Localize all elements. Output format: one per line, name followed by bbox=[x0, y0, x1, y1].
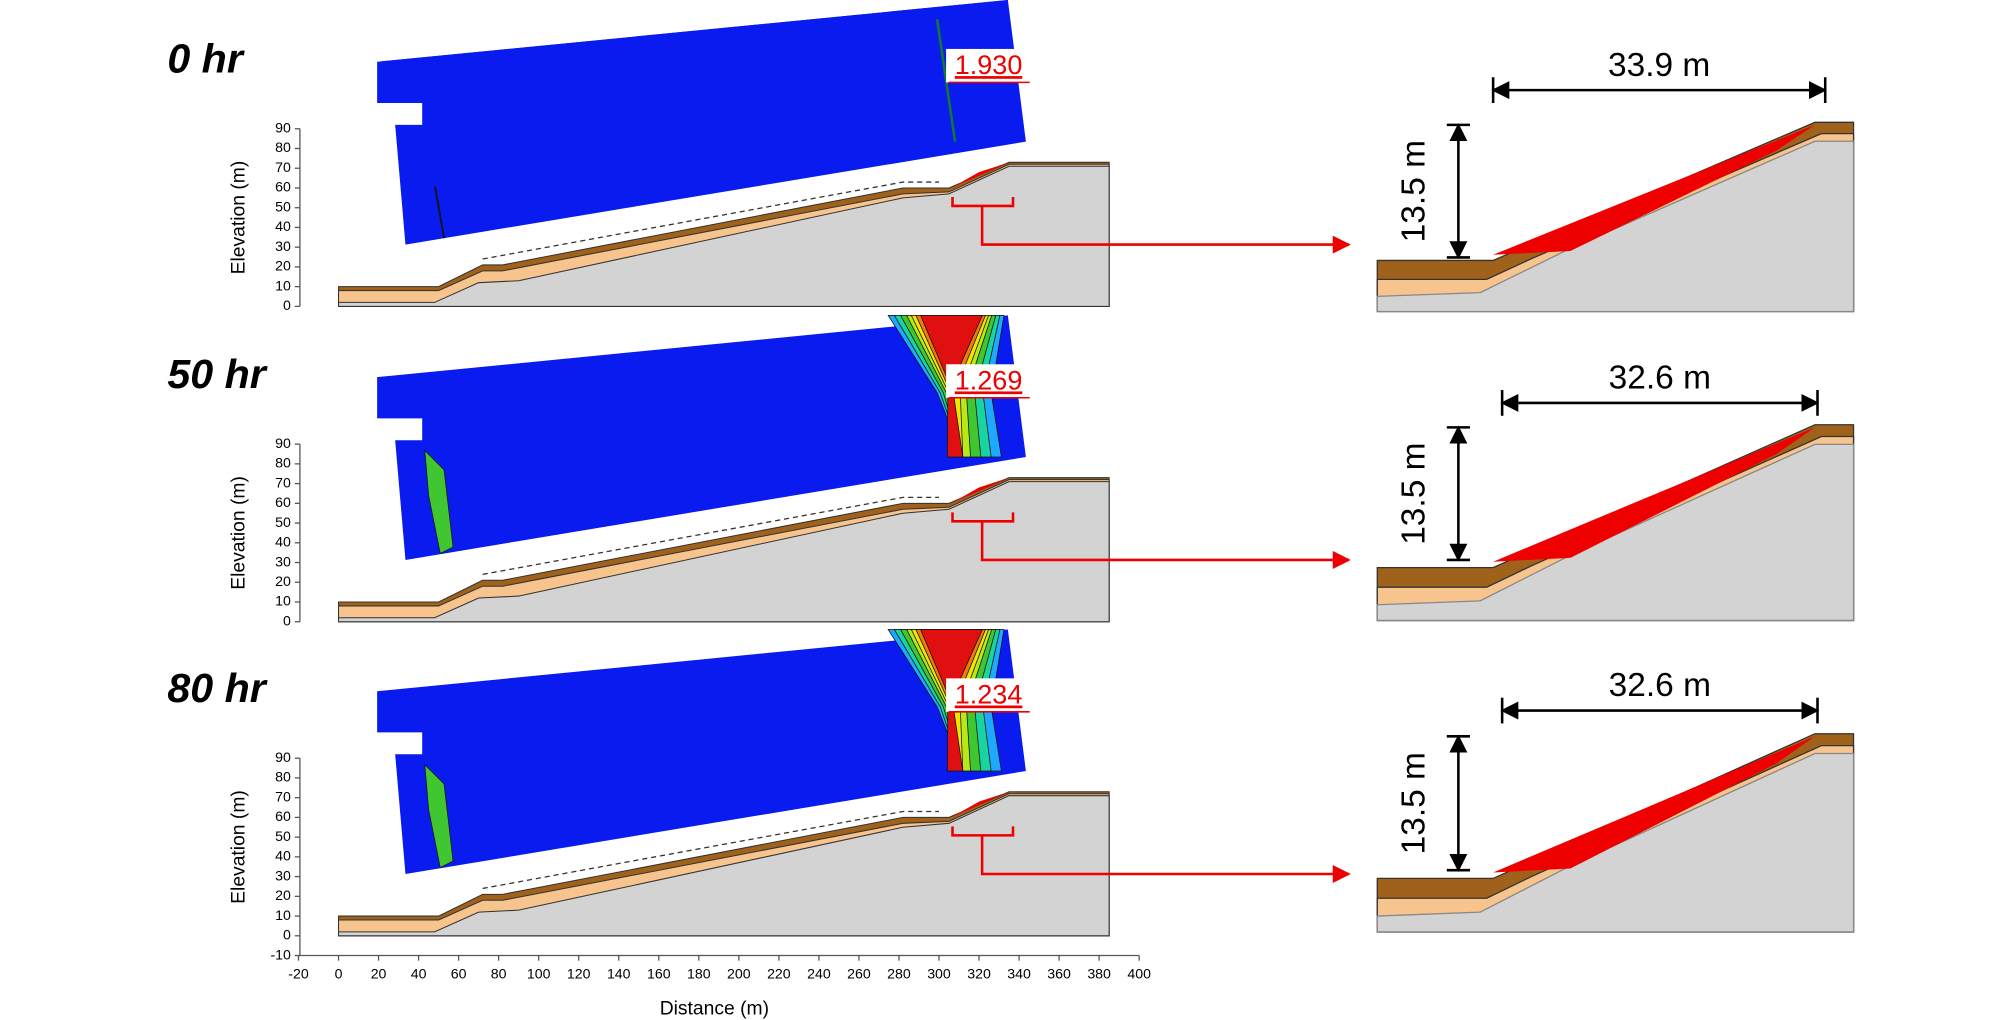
y-tick-label: 50 bbox=[275, 828, 291, 844]
y-tick-label: 20 bbox=[275, 887, 291, 903]
y-tick-label: 30 bbox=[275, 553, 291, 569]
y-tick-label: 10 bbox=[275, 593, 291, 609]
fos-box bbox=[946, 364, 1030, 398]
y-tick-label: 70 bbox=[275, 474, 291, 490]
y-tick-label: 30 bbox=[275, 867, 291, 883]
zoom-bedrock bbox=[1376, 752, 1855, 933]
y-tick-label: 40 bbox=[275, 218, 291, 234]
x-tick-label: 360 bbox=[1047, 966, 1071, 982]
x-tick-label: 40 bbox=[411, 966, 427, 982]
y-tick-label: -10 bbox=[270, 946, 291, 962]
contour-band bbox=[424, 449, 454, 555]
x-tick-label: 140 bbox=[607, 966, 631, 982]
y-tick-label: 60 bbox=[275, 179, 291, 195]
contour-field bbox=[377, 629, 1026, 875]
contour-line bbox=[434, 186, 446, 239]
y-tick-label: 10 bbox=[275, 277, 291, 293]
time-label: 80 hr bbox=[167, 665, 267, 711]
width-label: 33.9 m bbox=[1608, 47, 1710, 84]
y-tick-label: 70 bbox=[275, 788, 291, 804]
zoom-slip bbox=[1493, 736, 1815, 873]
y-tick-label: 0 bbox=[283, 297, 291, 313]
x-tick-label: 60 bbox=[451, 966, 467, 982]
slip-surface bbox=[951, 162, 1010, 188]
y-tick-label: 50 bbox=[275, 198, 291, 214]
x-tick-label: 20 bbox=[371, 966, 387, 982]
phreatic-line bbox=[482, 810, 939, 890]
y-tick-label: 50 bbox=[275, 514, 291, 530]
bedrock bbox=[338, 481, 1110, 623]
x-axis-label: Distance (m) bbox=[660, 998, 769, 1019]
y-tick-label: 0 bbox=[283, 612, 291, 628]
y-tick-label: 80 bbox=[275, 769, 291, 785]
zoom-bedrock bbox=[1376, 140, 1855, 313]
y-tick-label: 20 bbox=[275, 573, 291, 589]
connector bbox=[980, 205, 1351, 254]
time-label: 50 hr bbox=[167, 351, 267, 397]
connector bbox=[980, 521, 1351, 569]
zoom-slip bbox=[1493, 427, 1815, 562]
x-tick-label: 100 bbox=[527, 966, 551, 982]
phreatic-line bbox=[482, 181, 939, 260]
bedrock bbox=[338, 165, 1110, 307]
y-tick-label: 80 bbox=[275, 455, 291, 471]
contour-top bbox=[377, 0, 1008, 62]
x-tick-label: 320 bbox=[967, 966, 991, 982]
connector bbox=[980, 835, 1351, 884]
x-tick-label: 180 bbox=[687, 966, 711, 982]
phreatic-line bbox=[482, 496, 939, 576]
y-tick-label: 40 bbox=[275, 534, 291, 550]
factor-of-safety: 1.930 bbox=[955, 50, 1023, 80]
height-label: 13.5 m bbox=[1396, 443, 1433, 545]
fos-box bbox=[946, 678, 1030, 712]
factor-of-safety: 1.269 bbox=[955, 365, 1023, 395]
y-axis-label: Elevation (m) bbox=[229, 790, 250, 904]
height-label: 13.5 m bbox=[1396, 140, 1433, 242]
x-tick-label: 340 bbox=[1007, 966, 1031, 982]
y-tick-label: 90 bbox=[275, 435, 291, 451]
time-label: 0 hr bbox=[167, 36, 244, 82]
x-tick-label: 280 bbox=[887, 966, 911, 982]
x-tick-label: 0 bbox=[335, 966, 343, 982]
contour-field bbox=[377, 315, 1026, 560]
zoom-slip bbox=[1493, 124, 1815, 255]
fos-box bbox=[946, 48, 1030, 83]
width-label: 32.6 m bbox=[1609, 667, 1711, 704]
y-tick-label: 90 bbox=[275, 749, 291, 765]
y-tick-label: 0 bbox=[283, 927, 291, 943]
y-tick-label: 60 bbox=[275, 808, 291, 824]
y-tick-label: 10 bbox=[275, 907, 291, 923]
x-tick-label: 380 bbox=[1087, 966, 1111, 982]
y-tick-label: 30 bbox=[275, 238, 291, 254]
bedrock bbox=[338, 795, 1110, 937]
x-tick-label: 200 bbox=[727, 966, 751, 982]
y-tick-label: 90 bbox=[275, 120, 291, 136]
x-tick-label: 160 bbox=[647, 966, 671, 982]
contour-band bbox=[424, 763, 454, 869]
x-tick-label: 120 bbox=[567, 966, 591, 982]
x-tick-label: -20 bbox=[288, 966, 309, 982]
x-tick-label: 220 bbox=[767, 966, 791, 982]
factor-of-safety: 1.234 bbox=[955, 680, 1023, 710]
y-axis-label: Elevation (m) bbox=[229, 476, 250, 590]
x-tick-label: 400 bbox=[1127, 966, 1151, 982]
x-tick-label: 300 bbox=[927, 966, 951, 982]
x-tick-label: 240 bbox=[807, 966, 831, 982]
width-label: 32.6 m bbox=[1609, 360, 1711, 397]
y-tick-label: 80 bbox=[275, 139, 291, 155]
y-tick-label: 60 bbox=[275, 494, 291, 510]
y-tick-label: 20 bbox=[275, 258, 291, 274]
zoom-bedrock bbox=[1376, 443, 1855, 622]
x-tick-label: 80 bbox=[491, 966, 507, 982]
y-tick-label: 40 bbox=[275, 848, 291, 864]
height-label: 13.5 m bbox=[1396, 752, 1433, 854]
y-axis-label: Elevation (m) bbox=[229, 161, 250, 275]
y-tick-label: 70 bbox=[275, 159, 291, 175]
x-tick-label: 260 bbox=[847, 966, 871, 982]
